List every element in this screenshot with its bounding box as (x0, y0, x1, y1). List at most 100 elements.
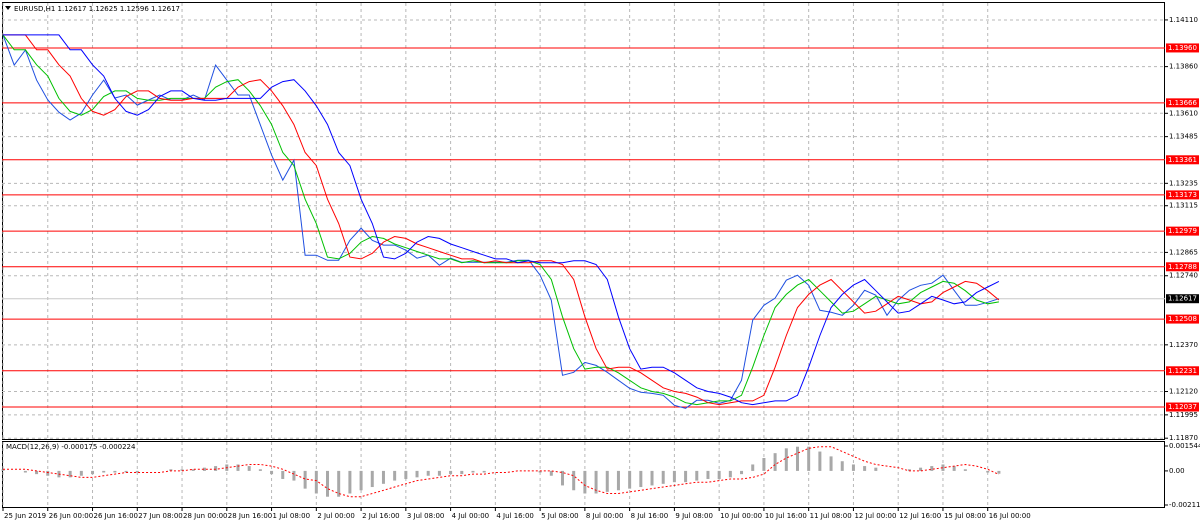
moving-average (3, 34, 1000, 406)
macd-bar (449, 470, 453, 475)
macd-bar (68, 470, 72, 478)
macd-bar (628, 470, 632, 489)
y-tick-label: 1.13860 (1169, 63, 1198, 71)
macd-bar (695, 470, 699, 481)
macd-bar (370, 470, 374, 488)
x-tick-label: 12 Jul 16:00 (899, 512, 941, 520)
macd-bar (538, 470, 542, 473)
macd-bar (460, 470, 464, 475)
macd-bar (997, 470, 1001, 474)
macd-bar (616, 470, 620, 491)
macd-bar (594, 470, 598, 494)
macd-bar (91, 470, 95, 475)
x-tick-label: 12 Jul 00:00 (854, 512, 896, 520)
level-label: 1.12231 (1168, 367, 1197, 375)
macd-bar (35, 470, 39, 475)
macd-bar (605, 470, 609, 492)
macd-bar (482, 470, 486, 473)
macd-bar (874, 467, 878, 471)
macd-bar (549, 470, 553, 476)
last-price-label: 1.12617 (1168, 295, 1197, 303)
macd-bar (270, 470, 274, 475)
macd-bar (281, 470, 285, 479)
macd-bar (135, 470, 139, 473)
moving-average (3, 34, 1000, 406)
level-label: 1.12788 (1168, 263, 1197, 271)
macd-bar (169, 469, 173, 471)
x-tick-label: 27 Jun 08:00 (138, 512, 182, 520)
level-label: 1.13666 (1168, 99, 1197, 107)
chart-title: EURUSD,H1 1.12617 1.12625 1.12596 1.1261… (14, 5, 180, 13)
level-label: 1.12979 (1168, 227, 1197, 235)
x-tick-label: 11 Jul 08:00 (810, 512, 852, 520)
level-tag (1166, 314, 1199, 324)
macd-bar (672, 470, 676, 483)
macd-bar (986, 470, 990, 473)
x-tick-label: 25 Jun 2019 (4, 512, 46, 520)
macd-bar (404, 470, 408, 479)
macd-bar (840, 461, 844, 471)
x-tick-label: 16 Jul 00:00 (989, 512, 1031, 520)
last-price-tag (1166, 294, 1199, 304)
x-tick-label: 1 Jul 08:00 (273, 512, 311, 520)
macd-bar (784, 448, 788, 471)
macd-bar (247, 466, 251, 471)
x-tick-label: 4 Jul 00:00 (452, 512, 490, 520)
macd-bar (795, 446, 799, 471)
x-tick-label: 5 Jul 08:00 (541, 512, 579, 520)
macd-bar (740, 470, 744, 475)
x-tick-label: 28 Jun 00:00 (183, 512, 227, 520)
macd-bar (851, 464, 855, 471)
macd-bar (661, 470, 665, 484)
level-tag (1166, 402, 1199, 412)
macd-bar (963, 469, 967, 471)
x-tick-label: 3 Jul 08:00 (407, 512, 445, 520)
macd-bar (773, 453, 777, 471)
macd-bar (381, 470, 385, 484)
y-tick-label: 1.12865 (1169, 248, 1198, 256)
level-tag (1166, 366, 1199, 376)
macd-bar (124, 470, 128, 473)
level-tag (1166, 262, 1199, 272)
macd-bar (572, 470, 576, 491)
macd-bar (952, 466, 956, 471)
y-tick-label: 1.13115 (1169, 202, 1198, 210)
y-tick-label: 1.14110 (1169, 16, 1198, 24)
macd-bar (561, 470, 564, 486)
macd-bar (639, 470, 643, 488)
x-tick-label: 26 Jun 00:00 (49, 512, 93, 520)
macd-bar (650, 470, 654, 486)
macd-bar (180, 469, 184, 471)
macd-bar (314, 470, 318, 494)
x-tick-label: 10 Jul 00:00 (720, 512, 762, 520)
macd-bar (728, 470, 732, 478)
y-tick-label: 0.001544 (1169, 442, 1200, 450)
x-tick-label: 26 Jun 16:00 (94, 512, 138, 520)
macd-bar (471, 470, 475, 473)
macd-bar (202, 467, 206, 471)
level-tag (1166, 155, 1199, 165)
x-tick-label: 2 Jul 00:00 (317, 512, 355, 520)
macd-bar (102, 470, 106, 473)
macd-bar (79, 470, 83, 476)
macd-bar (258, 469, 262, 471)
y-tick-label: -0.002114 (1169, 501, 1200, 509)
y-tick-label: 1.11870 (1169, 434, 1198, 442)
menu-icon[interactable] (5, 6, 11, 10)
x-tick-label: 15 Jul 08:00 (944, 512, 986, 520)
x-tick-label: 8 Jul 16:00 (631, 512, 669, 520)
level-tag (1166, 98, 1199, 108)
macd-bar (326, 470, 330, 497)
level-label: 1.12037 (1168, 403, 1197, 411)
macd-bar (337, 470, 341, 497)
level-label: 1.13960 (1168, 44, 1197, 52)
y-tick-label: 1.13235 (1169, 179, 1198, 187)
macd-bar (348, 470, 352, 494)
macd-bar (684, 470, 688, 483)
macd-bar (359, 470, 363, 491)
signal-line (3, 446, 1000, 498)
macd-bar (762, 458, 766, 471)
macd-bar (717, 470, 721, 479)
y-tick-label: 1.12370 (1169, 341, 1198, 349)
macd-bar (706, 470, 710, 479)
